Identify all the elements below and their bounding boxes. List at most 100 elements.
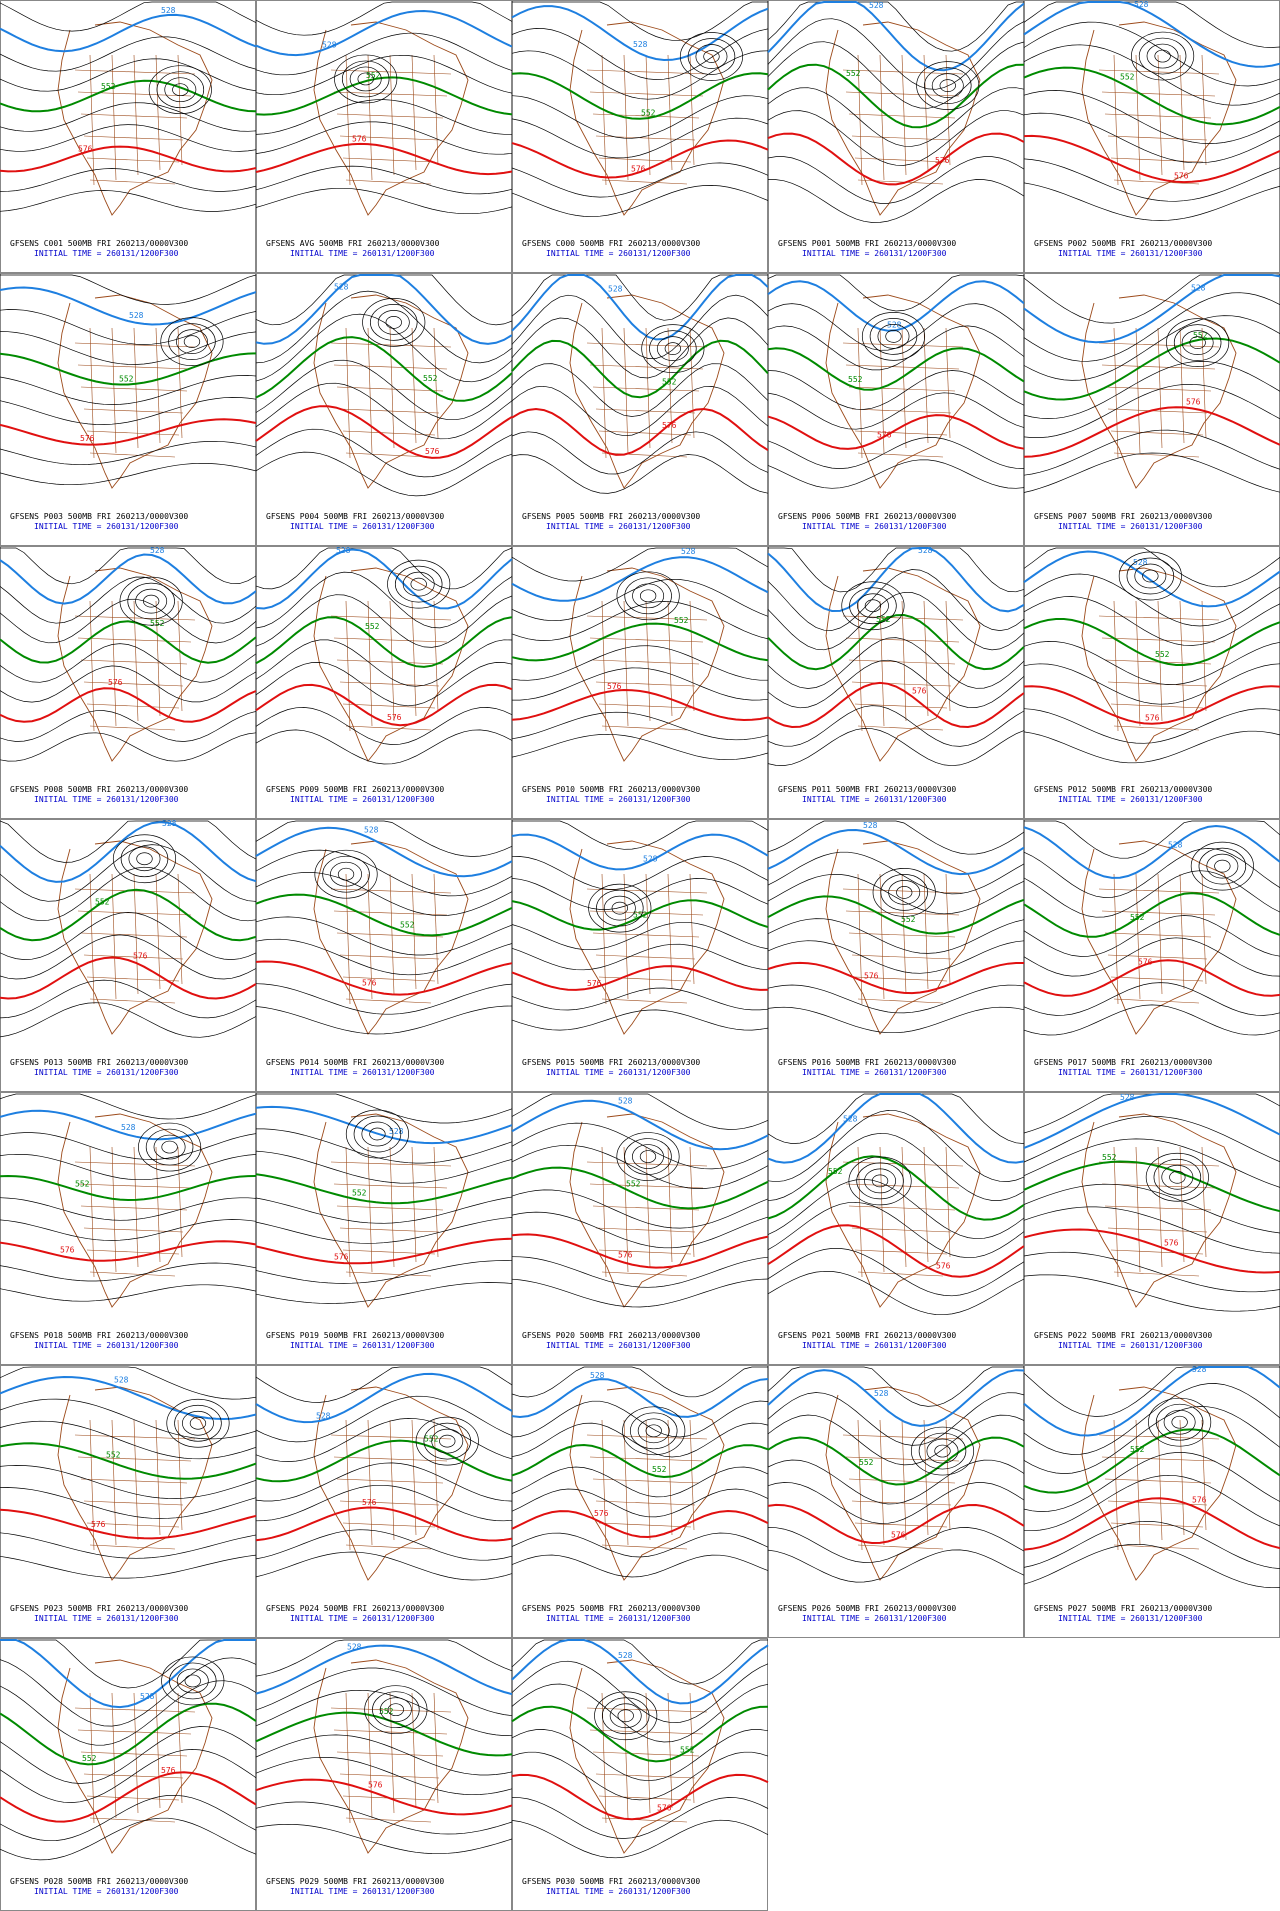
state-border bbox=[842, 1434, 964, 1440]
contour-label: 528 bbox=[1133, 558, 1148, 567]
state-border bbox=[339, 1773, 440, 1779]
panel-title: GFSENS P009 500MB FRI 260213/0000V300 bbox=[266, 785, 444, 794]
contour-highlight bbox=[767, 613, 1025, 671]
title-backdrop bbox=[1, 1870, 255, 1910]
map-panel: 528 552 576 GFSENS P003 500MB FRI 260213/00… bbox=[0, 273, 257, 546]
contour bbox=[511, 878, 769, 910]
contour-highlight bbox=[0, 553, 257, 605]
state-border bbox=[589, 1456, 704, 1462]
contour bbox=[0, 1657, 257, 1727]
contour bbox=[1023, 292, 1280, 362]
state-border bbox=[842, 615, 964, 621]
contour-highlight bbox=[1023, 1093, 1280, 1149]
state-border bbox=[345, 600, 351, 732]
contour bbox=[255, 1639, 513, 1677]
contour bbox=[255, 54, 513, 96]
state-border bbox=[330, 69, 452, 75]
contour bbox=[0, 820, 257, 863]
state-border bbox=[89, 54, 95, 186]
map-panel: 528 552 576 GFSENS P018 500MB FRI 260213/00… bbox=[0, 1092, 257, 1365]
low-center-contour bbox=[1131, 31, 1195, 81]
low-center-contour bbox=[871, 1174, 889, 1188]
low-center-contour bbox=[931, 73, 964, 98]
state-border bbox=[345, 1146, 351, 1278]
contour bbox=[255, 662, 513, 707]
contour bbox=[767, 18, 1025, 90]
panel-init-time: INITIAL TIME = 260131/1200F300 bbox=[290, 795, 435, 804]
title-backdrop bbox=[1025, 1324, 1279, 1364]
contour bbox=[767, 873, 1025, 915]
contour-highlight bbox=[1023, 1497, 1280, 1551]
low-center-contour bbox=[703, 50, 720, 63]
state-border bbox=[1101, 910, 1216, 916]
contour-highlight bbox=[0, 1375, 257, 1421]
contour-highlight bbox=[1023, 685, 1280, 725]
map-panel: 528 552 576 GFSENS P010 500MB FRI 260213/00… bbox=[511, 546, 769, 819]
low-center-contour bbox=[645, 1424, 662, 1438]
contour bbox=[511, 601, 769, 641]
state-border bbox=[89, 179, 176, 185]
contour-highlight bbox=[767, 63, 1025, 129]
panel-init-time: INITIAL TIME = 260131/1200F300 bbox=[1058, 1614, 1203, 1623]
contour bbox=[1023, 21, 1280, 87]
contour bbox=[255, 1529, 513, 1561]
contour-label: 528 bbox=[161, 6, 176, 15]
low-center-contour bbox=[1198, 847, 1247, 885]
state-border bbox=[389, 1419, 395, 1541]
coastline bbox=[825, 567, 981, 762]
low-center-contour bbox=[168, 323, 216, 361]
contour-highlight bbox=[511, 1639, 769, 1705]
contour-highlight bbox=[255, 1644, 513, 1696]
contour-highlight bbox=[0, 13, 257, 53]
contour-label: 552 bbox=[423, 374, 438, 383]
state-border bbox=[89, 1544, 176, 1550]
low-center-contour bbox=[138, 1122, 202, 1172]
coastline bbox=[1081, 567, 1237, 762]
contour-highlight bbox=[511, 688, 769, 722]
contour-label: 528 bbox=[150, 546, 165, 555]
title-backdrop bbox=[257, 1597, 511, 1637]
state-border bbox=[1113, 873, 1119, 1005]
state-border bbox=[645, 1419, 651, 1541]
contour bbox=[255, 99, 512, 135]
panel-title: GFSENS P020 500MB FRI 260213/0000V300 bbox=[522, 1331, 700, 1340]
contour-highlight bbox=[511, 1443, 769, 1479]
contour bbox=[511, 1751, 769, 1801]
contour-highlight bbox=[255, 826, 513, 878]
contour bbox=[767, 87, 1025, 147]
panel-init-time: INITIAL TIME = 260131/1200F300 bbox=[34, 795, 179, 804]
state-border bbox=[133, 1146, 139, 1268]
panel-init-time: INITIAL TIME = 260131/1200F300 bbox=[34, 1614, 179, 1623]
contour bbox=[511, 943, 769, 971]
contour bbox=[1023, 1520, 1280, 1569]
title-backdrop bbox=[1025, 505, 1279, 545]
contour-label: 576 bbox=[368, 1780, 383, 1789]
panel-init-time: INITIAL TIME = 260131/1200F300 bbox=[802, 249, 947, 258]
low-center-contour bbox=[656, 336, 689, 361]
contour-highlight bbox=[511, 1509, 769, 1539]
state-border bbox=[83, 954, 184, 960]
contour-label: 552 bbox=[150, 619, 165, 628]
contour-highlight bbox=[767, 828, 1025, 876]
contour-highlight bbox=[1023, 1366, 1280, 1437]
contour-highlight bbox=[0, 352, 257, 386]
state-border bbox=[945, 600, 951, 712]
contour-label: 576 bbox=[935, 156, 950, 165]
state-border bbox=[336, 113, 444, 119]
contour-highlight bbox=[255, 1778, 513, 1816]
map-panel: 528 552 576 GFSENS P011 500MB FRI 260213/00… bbox=[767, 546, 1025, 819]
panel-border bbox=[512, 1638, 768, 1911]
contour bbox=[511, 711, 769, 741]
panel-init-time: INITIAL TIME = 260131/1200F300 bbox=[290, 1887, 435, 1896]
panel-init-time: INITIAL TIME = 260131/1200F300 bbox=[1058, 795, 1203, 804]
low-center-contour bbox=[885, 330, 902, 343]
contour bbox=[511, 294, 769, 359]
low-center-contour bbox=[394, 565, 443, 603]
contour-highlight bbox=[255, 683, 513, 727]
title-backdrop bbox=[1025, 232, 1279, 272]
state-border bbox=[923, 873, 929, 990]
contour bbox=[511, 1278, 769, 1308]
low-center-contour bbox=[624, 577, 672, 615]
low-center-contour bbox=[345, 1109, 409, 1159]
